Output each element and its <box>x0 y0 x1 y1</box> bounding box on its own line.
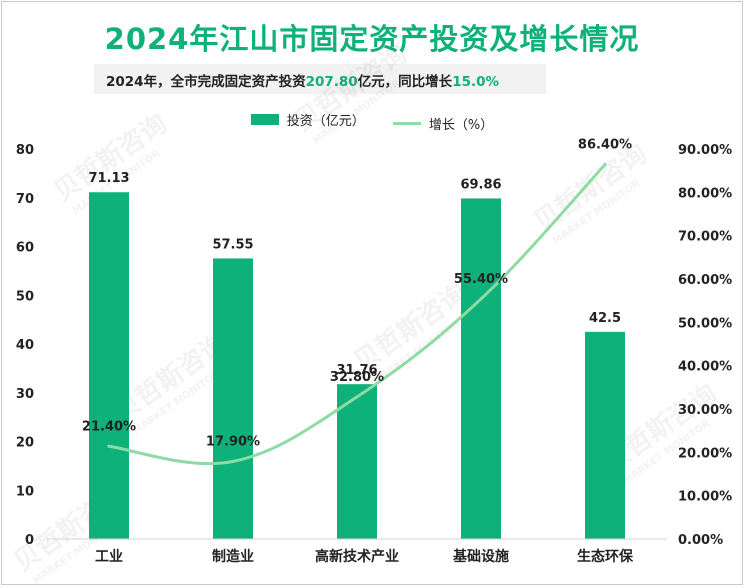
growth-point <box>107 444 111 448</box>
bar-data-label: 42.5 <box>589 311 621 326</box>
line-data-label: 17.90% <box>206 434 260 449</box>
x-tick-label: 制造业 <box>212 548 254 565</box>
left-axis: 0 10 20 30 40 50 60 70 80 <box>16 143 34 548</box>
x-tick-label: 工业 <box>95 549 123 565</box>
labels-layer: 71.13 57.55 31.76 69.86 42.5 21.40% 17.90% 32.8… <box>82 138 632 450</box>
y-right-tick-label: 30.00% <box>678 403 732 418</box>
y-right-tick-label: 10.00% <box>678 490 732 505</box>
right-axis: 0.00% 10.00% 20.00% 30.00% 40.00% 50.00% 60.00… <box>678 143 732 548</box>
bars-layer <box>89 192 625 539</box>
y-left-tick-label: 80 <box>16 143 34 158</box>
x-tick-label: 高新技术产业 <box>315 548 399 565</box>
line-data-label: 32.80% <box>330 370 384 385</box>
line-data-label: 55.40% <box>454 272 508 287</box>
y-left-tick-label: 0 <box>25 533 34 548</box>
legend-label-growth: 增长（%） <box>428 118 494 133</box>
growth-point <box>603 163 607 167</box>
y-left-tick-label: 50 <box>16 289 34 304</box>
bar-data-label: 31.76 <box>336 363 377 378</box>
y-left-tick-label: 10 <box>16 484 34 499</box>
y-left-tick-label: 60 <box>16 241 34 256</box>
y-right-tick-label: 80.00% <box>678 186 732 201</box>
y-left-tick-label: 40 <box>16 338 34 353</box>
chart-subtitle: 2024年，全市完成固定资产投资207.80亿元，同比增长15.0% <box>106 70 499 90</box>
legend-item-growth: 增长（%） <box>392 114 494 133</box>
y-right-tick-label: 20.00% <box>678 446 732 461</box>
legend-swatch-bar <box>250 114 279 125</box>
subtitle-value-total: 207.80 <box>305 74 358 90</box>
growth-point <box>479 297 483 301</box>
line-data-label: 86.40% <box>578 138 632 153</box>
y-left-tick-label: 20 <box>16 436 34 451</box>
y-left-tick-label: 70 <box>16 192 34 207</box>
subtitle-box: 2024年，全市完成固定资产投资207.80亿元，同比增长15.0% <box>94 64 546 94</box>
subtitle-value-growth: 15.0% <box>452 74 500 90</box>
chart-legend: 投资（亿元） 增长（%） <box>2 110 742 133</box>
growth-line <box>107 163 607 466</box>
growth-point <box>231 459 235 463</box>
bar <box>585 331 625 539</box>
y-left-tick-label: 30 <box>16 387 34 402</box>
y-right-tick-label: 0.00% <box>678 533 723 548</box>
bar <box>337 384 377 539</box>
bar <box>213 258 253 539</box>
bar <box>461 198 501 539</box>
x-tick-label: 基础设施 <box>453 548 509 565</box>
y-right-tick-label: 60.00% <box>678 273 732 288</box>
bar-data-label: 69.86 <box>460 177 501 192</box>
y-right-tick-label: 50.00% <box>678 316 732 331</box>
legend-swatch-line <box>392 122 421 125</box>
line-data-label: 21.40% <box>82 419 136 434</box>
bar-data-label: 71.13 <box>88 171 129 186</box>
subtitle-middle: 亿元，同比增长 <box>357 74 453 90</box>
y-right-tick-label: 40.00% <box>678 360 732 375</box>
chart-title: 2024年江山市固定资产投资及增长情况 <box>104 22 640 56</box>
x-axis: 工业 制造业 高新技术产业 基础设施 生态环保 <box>47 538 667 565</box>
subtitle-prefix: 2024年，全市完成固定资产投资 <box>106 74 306 90</box>
bar <box>89 192 129 539</box>
y-right-tick-label: 70.00% <box>678 230 732 245</box>
growth-point <box>355 395 359 399</box>
line-layer <box>107 163 607 466</box>
bar-data-label: 57.55 <box>212 237 253 252</box>
y-right-tick-label: 90.00% <box>678 143 732 158</box>
legend-label-investment: 投资（亿元） <box>286 114 365 129</box>
legend-item-investment: 投资（亿元） <box>250 110 365 129</box>
x-tick-label: 生态环保 <box>577 548 634 565</box>
